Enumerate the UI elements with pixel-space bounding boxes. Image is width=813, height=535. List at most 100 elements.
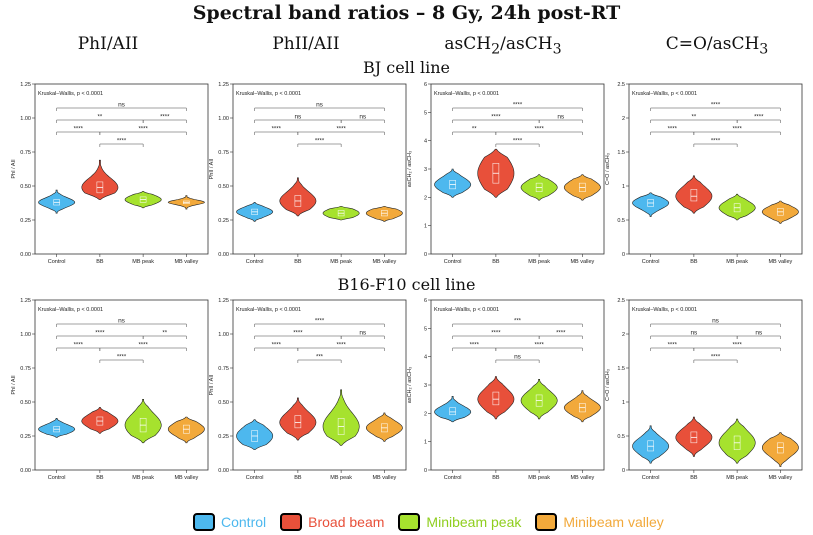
significance-label: **** — [732, 343, 742, 349]
y-tick-label: 2 — [424, 411, 427, 417]
panel-7: 0 1 2 3 4 5 6 asCH₂ / asCH₃ Control BB MB peak MB v… — [407, 298, 605, 481]
plot-frame — [430, 299, 605, 471]
x-tick-label: MB peak — [330, 259, 352, 265]
significance-bracket — [99, 131, 187, 135]
violin-bb — [81, 159, 119, 200]
x-tick-label: BB — [294, 475, 302, 481]
violin-bb — [477, 376, 515, 420]
y-tick-label: 0 — [424, 252, 427, 258]
y-tick-label: 0.75 — [218, 150, 229, 156]
y-tick-label: 1.25 — [20, 82, 31, 88]
significance-label: ** — [692, 115, 697, 121]
x-tick-label: MB peak — [726, 259, 748, 265]
violin-bb — [675, 175, 713, 214]
significance-label: **** — [470, 343, 480, 349]
significance-label: ns — [294, 114, 302, 121]
y-tick-label: 0.00 — [218, 252, 229, 258]
x-tick-label: Control — [48, 475, 66, 481]
box-control — [449, 407, 456, 416]
y-axis-label: PhII / AII — [209, 374, 215, 395]
x-tick-label: MB peak — [528, 475, 550, 481]
column-title-2: PhII/AII — [272, 34, 340, 54]
y-tick-label: 0.25 — [218, 218, 229, 224]
plot-frame — [34, 299, 209, 471]
x-tick-label: MB peak — [726, 475, 748, 481]
significance-label: ns — [118, 102, 126, 109]
y-tick-label: 1.25 — [218, 82, 229, 88]
y-tick-label: 6 — [424, 82, 427, 88]
significance-label: **** — [117, 355, 127, 361]
y-tick-label: 5 — [424, 110, 427, 116]
significance-bracket — [736, 335, 781, 339]
violin-mb-valley — [563, 390, 601, 423]
column-title-3: asCH2/asCH3 — [444, 34, 562, 58]
significance-bracket — [693, 131, 781, 135]
kruskal-wallis-label: Kruskal–Wallis, p < 0.0001 — [434, 91, 499, 97]
legend-swatch-minibeam-valley — [535, 513, 558, 531]
y-tick-label: 0.5 — [617, 218, 625, 224]
y-axis-label: C=O / asCH₃ — [605, 369, 611, 401]
x-tick-label: MB peak — [330, 475, 352, 481]
y-tick-label: 1 — [622, 184, 625, 190]
significance-label: ** — [472, 127, 477, 133]
y-tick-label: 1 — [424, 224, 427, 230]
legend-swatch-broad-beam — [280, 513, 303, 531]
y-tick-label: 0.75 — [20, 366, 31, 372]
violin-mb-valley — [762, 432, 799, 467]
significance-bracket — [650, 323, 781, 327]
box-bb — [690, 189, 698, 202]
y-tick-label: 0.25 — [20, 434, 31, 440]
significance-label: ns — [359, 330, 367, 337]
significance-label: **** — [491, 115, 501, 121]
significance-label: **** — [117, 139, 127, 145]
significance-bracket — [340, 335, 385, 339]
y-tick-label: 1.25 — [218, 298, 229, 304]
x-tick-label: MB valley — [174, 475, 198, 481]
y-tick-label: 0.00 — [218, 468, 229, 474]
violin-control — [38, 189, 76, 214]
violin-bb — [81, 407, 119, 434]
significance-label: **** — [74, 343, 84, 349]
plot-frame — [232, 299, 407, 471]
violin-mb-peak — [322, 389, 360, 446]
significance-bracket — [452, 323, 583, 327]
y-tick-label: 0 — [424, 468, 427, 474]
y-axis-label: asCH₂ / asCH₃ — [407, 151, 413, 187]
legend-label-control: Control — [221, 514, 267, 530]
x-tick-label: MB valley — [372, 259, 396, 265]
significance-bracket — [538, 119, 583, 123]
significance-label: **** — [513, 103, 523, 109]
panel-2: 0.00 0.25 0.50 0.75 1.00 1.25 PhII / AII Contro… — [209, 82, 407, 265]
violin-control — [434, 168, 472, 198]
significance-label: **** — [711, 139, 721, 145]
x-tick-label: Control — [444, 259, 462, 265]
y-tick-label: 0.50 — [20, 184, 31, 190]
significance-label: **** — [668, 127, 678, 133]
panel-5: 0.00 0.25 0.50 0.75 1.00 1.25 PhI / AII Control… — [11, 298, 209, 481]
violin-mb-valley — [167, 416, 205, 444]
significance-bracket — [340, 119, 385, 123]
figure-title: Spectral band ratios – 8 Gy, 24h post-RT — [192, 2, 621, 24]
significance-bracket — [538, 335, 583, 339]
x-tick-label: MB valley — [372, 475, 396, 481]
significance-label: **** — [160, 115, 170, 121]
y-axis-label: PhI / AII — [11, 375, 17, 395]
y-axis-label: PhI / AII — [11, 159, 17, 179]
y-axis-label: C=O / asCH₃ — [605, 153, 611, 185]
x-tick-label: MB peak — [132, 475, 154, 481]
significance-label: **** — [336, 127, 346, 133]
y-axis-label: asCH₂ / asCH₃ — [407, 367, 413, 403]
x-tick-label: BB — [492, 475, 500, 481]
x-tick-label: MB peak — [528, 259, 550, 265]
significance-bracket — [297, 131, 385, 135]
y-tick-label: 0.00 — [20, 468, 31, 474]
y-tick-label: 0 — [622, 468, 625, 474]
significance-bracket — [693, 143, 738, 147]
y-tick-label: 0.75 — [20, 150, 31, 156]
y-tick-label: 2 — [622, 116, 625, 122]
y-tick-label: 5 — [424, 326, 427, 332]
y-tick-label: 4 — [424, 139, 427, 145]
y-tick-label: 0 — [622, 252, 625, 258]
y-tick-label: 0.50 — [20, 400, 31, 406]
